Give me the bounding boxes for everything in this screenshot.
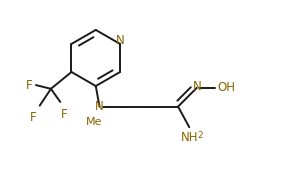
Text: NH: NH — [181, 131, 198, 144]
Text: N: N — [193, 79, 202, 93]
Text: N: N — [116, 34, 124, 47]
Text: OH: OH — [217, 81, 235, 94]
Text: Me: Me — [86, 117, 102, 128]
Text: 2: 2 — [197, 131, 203, 140]
Text: F: F — [61, 108, 68, 121]
Text: F: F — [30, 111, 37, 124]
Text: N: N — [95, 100, 104, 113]
Text: F: F — [26, 79, 32, 92]
